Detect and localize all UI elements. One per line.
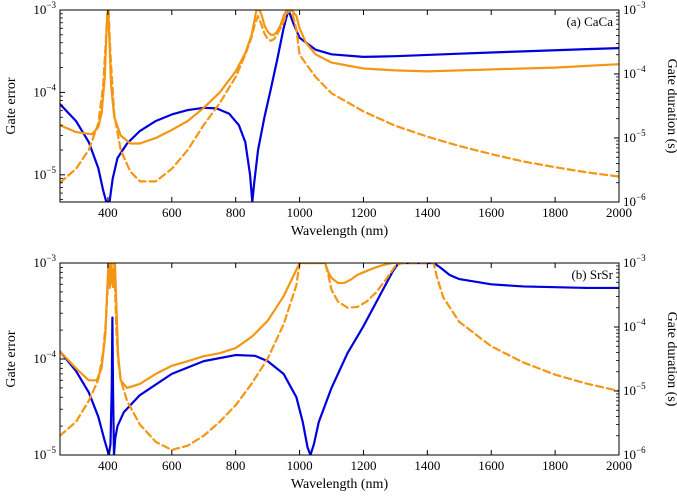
- series-group: [60, 10, 619, 202]
- y2-tick-label: 10−6: [623, 445, 646, 462]
- y2-tick-label: 10−5: [623, 128, 646, 145]
- series-line-blue: [60, 263, 619, 455]
- x-tick-label: 400: [98, 205, 118, 220]
- x-tick-label: 1200: [350, 205, 376, 220]
- x-axis-label: Wavelength (nm): [291, 224, 389, 239]
- y2-tick-label: 10−4: [623, 317, 646, 334]
- x-tick-label: 2000: [606, 458, 632, 473]
- x-tick-label: 1800: [542, 205, 568, 220]
- x-tick-label: 1600: [478, 205, 504, 220]
- x-tick-label: 1000: [287, 458, 313, 473]
- plot-frame: [59, 262, 620, 456]
- x-axis-label: Wavelength (nm): [291, 477, 389, 492]
- y-tick-label: 10−3: [33, 0, 56, 17]
- x-tick-label: 400: [98, 458, 118, 473]
- y2-tick-label: 10−5: [623, 381, 646, 398]
- series-line-blue: [60, 10, 619, 202]
- x-tick-label: 1200: [350, 458, 376, 473]
- x-tick-label: 2000: [606, 205, 632, 220]
- plot-frame: [59, 9, 620, 203]
- y-tick-label: 10−4: [33, 349, 56, 366]
- series-line-orange-dashed: [60, 263, 619, 452]
- x-tick-label: 1400: [414, 458, 440, 473]
- y2-tick-label: 10−6: [623, 192, 646, 209]
- y2-tick-label: 10−3: [623, 0, 646, 17]
- series-line-orange-solid: [60, 10, 619, 145]
- y2-axis-label: Gate duration (s): [664, 312, 677, 407]
- panel-srsr: 400 600 800 1000 1200 1400 1600 1800 2000 10−5 10−…: [4, 253, 677, 492]
- x-tick-label: 800: [226, 205, 246, 220]
- x-tick-label: 800: [226, 458, 246, 473]
- y-axis-label: Gate error: [4, 77, 19, 134]
- y-tick-label: 10−5: [33, 445, 56, 462]
- x-tick-label: 1000: [287, 205, 313, 220]
- x-tick-label: 600: [162, 458, 182, 473]
- x-tick-label: 1400: [414, 205, 440, 220]
- y-axis-label: Gate error: [4, 330, 19, 387]
- x-tick-label: 1800: [542, 458, 568, 473]
- panel-title: (b) SrSr: [571, 267, 613, 282]
- y-tick-label: 10−3: [33, 253, 56, 270]
- y-tick-label: 10−4: [33, 82, 56, 99]
- panel-title: (a) CaCa: [566, 14, 613, 29]
- series-line-orange-dashed: [60, 10, 619, 184]
- panel-caca: 400 600 800 1000 1200 1400 1600 1800 2000 10−5 10−…: [4, 0, 677, 239]
- x-tick-label: 600: [162, 205, 182, 220]
- y2-tick-label: 10−3: [623, 253, 646, 270]
- series-group: [60, 263, 619, 455]
- y-tick-label: 10−5: [33, 165, 56, 182]
- y2-tick-label: 10−4: [623, 64, 646, 81]
- x-tick-label: 1600: [478, 458, 504, 473]
- y2-axis-label: Gate duration (s): [664, 59, 677, 154]
